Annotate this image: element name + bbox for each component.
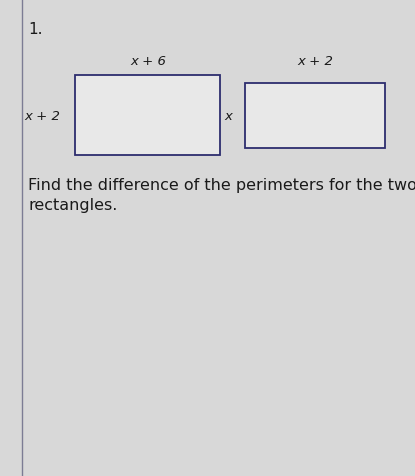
Text: x + 2: x + 2: [24, 109, 60, 122]
Text: Find the difference of the perimeters for the two: Find the difference of the perimeters fo…: [28, 178, 415, 193]
Bar: [245, 83, 385, 148]
Text: x + 6: x + 6: [130, 55, 166, 68]
Text: rectangles.: rectangles.: [28, 198, 117, 213]
Bar: [75, 75, 220, 155]
Text: x + 2: x + 2: [297, 55, 333, 68]
Text: 1.: 1.: [28, 22, 42, 37]
Text: x: x: [224, 109, 232, 122]
